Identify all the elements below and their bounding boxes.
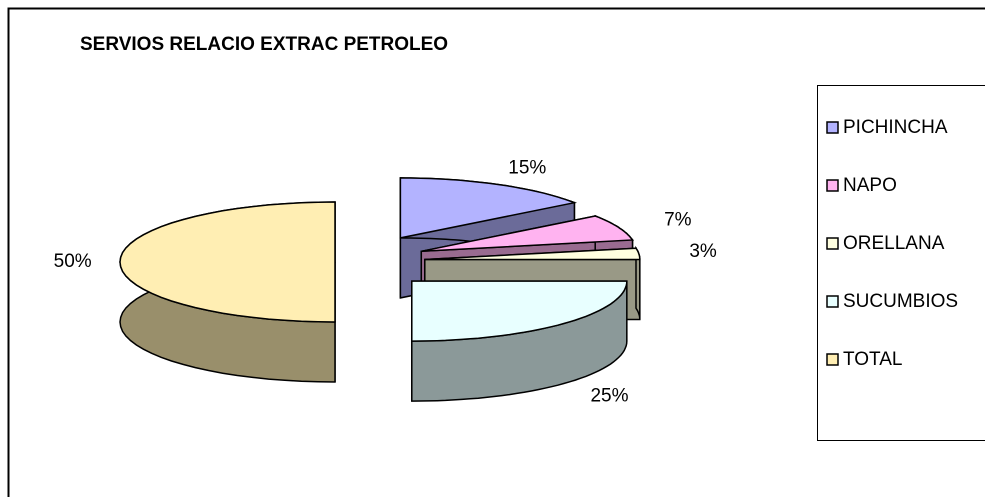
data-label: 15% <box>508 157 546 178</box>
slice-top <box>421 215 635 253</box>
legend-label: NAPO <box>843 175 897 196</box>
data-label: 3% <box>689 241 717 262</box>
data-label: 50% <box>54 251 92 272</box>
legend-swatch <box>826 237 839 250</box>
legend-label: ORELLANA <box>843 233 945 254</box>
legend-swatch <box>826 295 839 308</box>
legend-swatch <box>826 121 839 134</box>
slice-top <box>411 280 628 342</box>
slice-top <box>119 201 336 323</box>
legend-swatch <box>826 353 839 366</box>
slice-top <box>399 177 578 239</box>
legend-box <box>817 85 985 441</box>
slice-top <box>424 247 641 261</box>
data-label: 7% <box>664 209 692 230</box>
legend-swatch <box>826 179 839 192</box>
legend-label: SUCUMBIOS <box>843 291 958 312</box>
legend-label: TOTAL <box>843 349 902 370</box>
legend-label: PICHINCHA <box>843 117 948 138</box>
chart-title: SERVIOS RELACIO EXTRAC PETROLEO <box>80 34 448 55</box>
data-label: 25% <box>590 385 628 406</box>
